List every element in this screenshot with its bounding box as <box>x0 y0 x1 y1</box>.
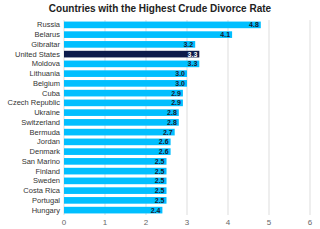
y-tick-label: Hungary <box>32 206 61 215</box>
bars <box>64 22 261 214</box>
bar <box>64 158 167 165</box>
bar <box>64 129 175 136</box>
y-tick-label: Czech Republic <box>7 98 60 107</box>
data-label: 4.1 <box>220 31 230 38</box>
bar <box>64 148 171 155</box>
bar <box>64 61 199 68</box>
grid-line <box>228 20 229 215</box>
grid-line <box>187 20 188 215</box>
bar <box>64 70 187 77</box>
data-label: 2.4 <box>151 207 161 214</box>
y-tick-label: Ukraine <box>34 108 60 117</box>
y-tick-label: Sweden <box>33 176 60 185</box>
y-tick-label: United States <box>15 50 60 59</box>
data-label: 3.2 <box>183 41 193 48</box>
bar <box>64 197 167 204</box>
grid-line <box>105 20 106 215</box>
bar <box>64 119 179 126</box>
y-tick-label: Bermuda <box>30 128 61 137</box>
bar <box>64 41 195 48</box>
data-label: 3.3 <box>188 51 198 58</box>
grid-line <box>146 20 147 215</box>
data-label: 3.0 <box>175 70 185 77</box>
y-tick-label: Gibraltar <box>31 40 60 49</box>
bar <box>64 207 162 214</box>
data-label: 2.5 <box>155 158 165 165</box>
grid-line <box>64 20 65 215</box>
title: Countries with the Highest Crude Divorce… <box>49 3 272 14</box>
bar <box>64 168 167 175</box>
data-label: 2.6 <box>159 148 169 155</box>
y-tick-label: Belarus <box>35 30 61 39</box>
bar <box>64 109 179 116</box>
y-tick-label: Portugal <box>32 196 60 205</box>
y-tick-label: Belgium <box>33 79 60 88</box>
data-label: 2.8 <box>167 119 177 126</box>
data-label: 2.9 <box>171 99 181 106</box>
bar <box>64 90 183 97</box>
data-label: 4.8 <box>249 21 259 28</box>
data-label: 2.6 <box>159 138 169 145</box>
data-label: 2.5 <box>155 177 165 184</box>
y-tick-label: Cuba <box>42 89 61 98</box>
data-label: 2.7 <box>163 129 173 136</box>
grid-line <box>269 20 270 215</box>
x-tick-label: 1 <box>103 218 108 227</box>
y-tick-label: Moldova <box>32 59 61 68</box>
bar <box>64 187 167 194</box>
chart-container: Countries with the Highest Crude Divorce… <box>0 0 320 229</box>
bar <box>64 22 261 29</box>
y-tick-label: San Marino <box>22 157 60 166</box>
data-label: 2.9 <box>171 90 181 97</box>
x-tick-label: 0 <box>62 218 67 227</box>
bar <box>64 80 187 87</box>
bar <box>64 51 199 58</box>
data-label: 2.5 <box>155 187 165 194</box>
y-tick-label: Denmark <box>30 147 61 156</box>
grid <box>64 20 310 215</box>
bar <box>64 178 167 185</box>
chart: Countries with the Highest Crude Divorce… <box>0 0 320 229</box>
bar <box>64 100 183 107</box>
bar <box>64 139 171 146</box>
y-tick-label: Switzerland <box>21 118 60 127</box>
x-tick-label: 6 <box>308 218 313 227</box>
grid-line <box>310 20 311 215</box>
y-tick-label: Finland <box>35 167 60 176</box>
y-tick-label: Costa Rica <box>23 186 61 195</box>
y-tick-label: Jordan <box>37 137 60 146</box>
bar <box>64 31 232 38</box>
x-tick-label: 5 <box>267 218 272 227</box>
y-tick-label: Lithuania <box>30 69 61 78</box>
data-label: 2.5 <box>155 168 165 175</box>
data-label: 2.5 <box>155 197 165 204</box>
data-label: 3.0 <box>175 80 185 87</box>
labels: 4.84.13.23.33.33.03.02.92.92.82.82.72.62… <box>151 21 259 213</box>
data-label: 3.3 <box>188 60 198 67</box>
x-tick-label: 4 <box>226 218 231 227</box>
y-tick-label: Russia <box>37 20 61 29</box>
x-tick-label: 2 <box>144 218 149 227</box>
x-tick-label: 3 <box>185 218 190 227</box>
data-label: 2.8 <box>167 109 177 116</box>
